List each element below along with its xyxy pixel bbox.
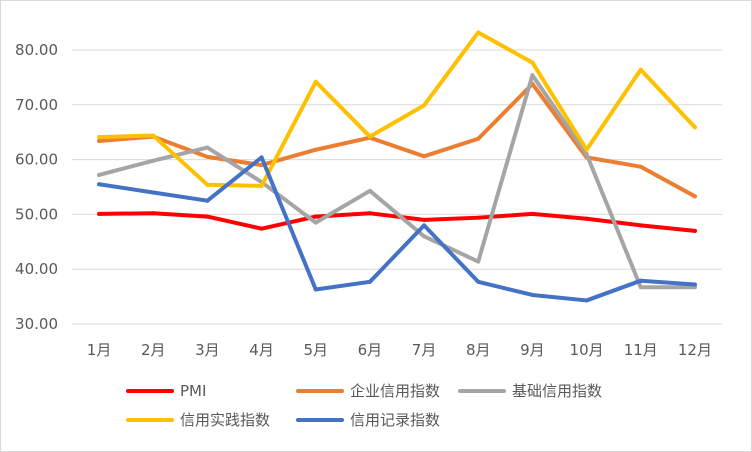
- data-point: [313, 287, 318, 292]
- data-point: [151, 190, 156, 195]
- data-point: [151, 158, 156, 163]
- data-point: [584, 216, 589, 221]
- x-tick-label: 5月: [303, 341, 328, 359]
- data-point: [584, 298, 589, 303]
- data-point: [259, 155, 264, 160]
- y-tick-label: 80.00: [15, 41, 58, 59]
- y-tick-label: 30.00: [15, 315, 58, 333]
- legend-label: 信用实践指数: [180, 411, 270, 429]
- series-line-4: [97, 30, 697, 188]
- data-point: [638, 285, 643, 290]
- data-point: [151, 133, 156, 138]
- y-tick-label: 50.00: [15, 205, 58, 223]
- series-line-3: [97, 73, 697, 290]
- data-point: [692, 194, 697, 199]
- x-tick-label: 2月: [141, 341, 166, 359]
- y-tick-label: 60.00: [15, 151, 58, 169]
- data-point: [259, 183, 264, 188]
- x-tick-label: 3月: [195, 341, 220, 359]
- x-tick-label: 1月: [87, 341, 112, 359]
- data-point: [638, 223, 643, 228]
- data-point: [151, 211, 156, 216]
- data-point: [367, 211, 372, 216]
- data-point: [638, 67, 643, 72]
- data-point: [97, 138, 102, 143]
- data-point: [422, 234, 427, 239]
- data-point: [205, 154, 210, 159]
- data-point: [205, 198, 210, 203]
- data-point: [476, 259, 481, 264]
- data-point: [313, 214, 318, 219]
- data-point: [259, 226, 264, 231]
- data-point: [97, 211, 102, 216]
- data-point: [530, 292, 535, 297]
- y-axis-ticks: 30.00 40.00 50.00 60.00 70.00 80.00: [15, 41, 58, 333]
- legend-label: 基础信用指数: [512, 382, 602, 400]
- data-point: [692, 125, 697, 130]
- data-point: [205, 145, 210, 150]
- x-tick-label: 8月: [466, 341, 491, 359]
- data-point: [367, 134, 372, 139]
- legend-label: 企业信用指数: [350, 382, 440, 400]
- data-point: [97, 135, 102, 140]
- data-point: [692, 282, 697, 287]
- data-point: [205, 182, 210, 187]
- data-point: [638, 278, 643, 283]
- x-tick-label: 10月: [570, 341, 604, 359]
- data-point: [692, 228, 697, 233]
- data-point: [584, 147, 589, 152]
- data-point: [422, 103, 427, 108]
- data-point: [530, 60, 535, 65]
- data-point: [97, 172, 102, 177]
- data-point: [313, 79, 318, 84]
- y-tick-label: 40.00: [15, 260, 58, 278]
- data-point: [367, 279, 372, 284]
- data-point: [530, 211, 535, 216]
- legend-label: 信用记录指数: [350, 411, 440, 429]
- series-line-5: [97, 155, 697, 303]
- data-point: [476, 279, 481, 284]
- x-tick-label: 12月: [678, 341, 712, 359]
- y-tick-label: 70.00: [15, 96, 58, 114]
- data-point: [476, 136, 481, 141]
- data-point: [584, 152, 589, 157]
- x-tick-label: 7月: [412, 341, 437, 359]
- data-point: [422, 223, 427, 228]
- data-point: [422, 217, 427, 222]
- x-axis-ticks: 1月 2月 3月 4月 5月 6月 7月 8月 9月 10月 11月 12月: [87, 341, 712, 359]
- data-point: [367, 188, 372, 193]
- data-point: [476, 215, 481, 220]
- x-tick-label: 4月: [249, 341, 274, 359]
- series-lines: [97, 30, 697, 303]
- series-line-2: [97, 81, 697, 199]
- data-point: [313, 220, 318, 225]
- data-point: [476, 30, 481, 35]
- data-point: [422, 154, 427, 159]
- data-point: [638, 164, 643, 169]
- series-line-1: [97, 211, 697, 233]
- x-tick-label: 9月: [520, 341, 545, 359]
- x-tick-label: 11月: [624, 341, 658, 359]
- data-point: [530, 73, 535, 78]
- data-point: [313, 147, 318, 152]
- data-point: [97, 182, 102, 187]
- data-point: [205, 214, 210, 219]
- x-tick-label: 6月: [358, 341, 383, 359]
- legend-label: PMI: [180, 382, 206, 400]
